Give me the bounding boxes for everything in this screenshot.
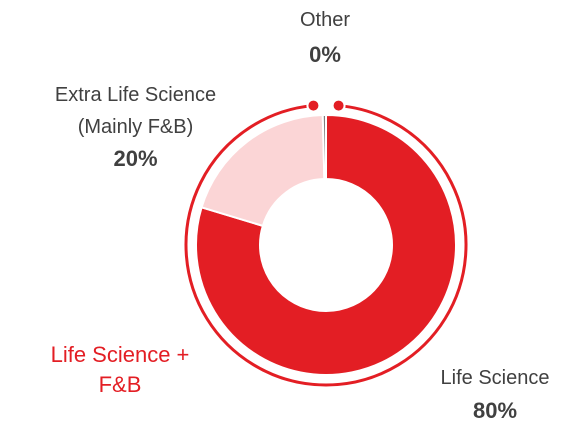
donut-slice	[321, 113, 327, 181]
category-label: Extra Life Science (Mainly F&B)	[54, 84, 217, 138]
donut-slice	[200, 114, 326, 228]
annotation: Life Science + F&B	[50, 342, 190, 397]
ring-dot	[331, 98, 346, 113]
category-label: Life Science	[440, 367, 550, 389]
outer-ring	[184, 104, 468, 387]
ring-dot	[306, 98, 321, 113]
value-label: 20%	[113, 146, 158, 171]
donut-slice	[195, 113, 457, 376]
value-label: 0%	[309, 42, 341, 67]
category-label: Other	[299, 9, 351, 31]
value-label: 80%	[472, 398, 518, 423]
